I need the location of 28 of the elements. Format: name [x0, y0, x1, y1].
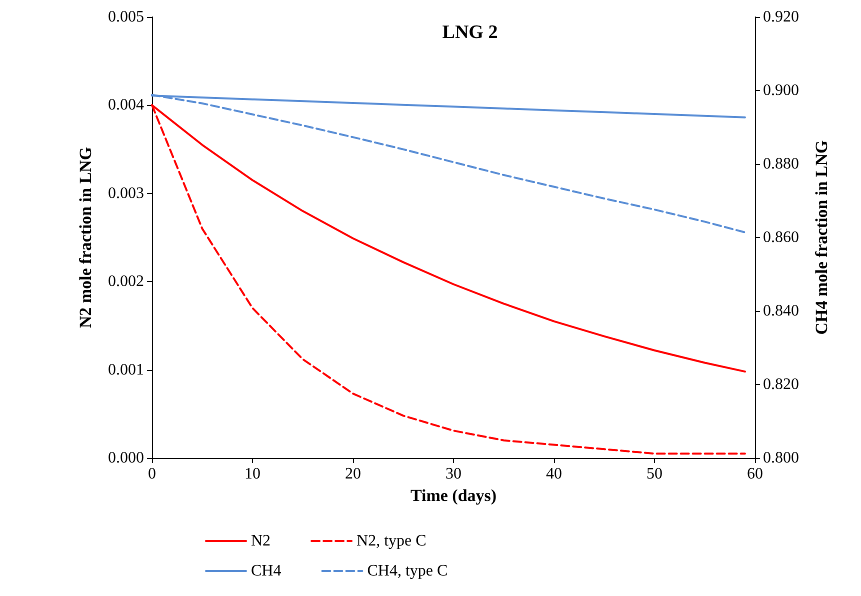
x-tick-label: 40 — [546, 466, 562, 482]
x-axis-title: Time (days) — [410, 486, 497, 505]
x-tick-label: 0 — [148, 466, 156, 482]
y-axis-title: N2 mole fraction in LNG — [76, 146, 95, 328]
legend-label: CH4, type C — [367, 562, 448, 580]
y2-tick-label: 0.900 — [763, 82, 799, 99]
y-tick-label: 0.004 — [108, 96, 144, 114]
chart-title: LNG 2 — [442, 22, 498, 43]
y-tick-label: 0.000 — [108, 450, 144, 466]
legend-label: CH4 — [251, 562, 282, 580]
y2-tick-label: 0.840 — [763, 302, 799, 320]
x-tick-label: 10 — [244, 466, 260, 482]
y2-tick-label: 0.860 — [763, 229, 799, 246]
y-tick-label: 0.001 — [108, 361, 144, 378]
y-tick-label: 0.005 — [108, 8, 144, 26]
y2-axis-title: CH4 mole fraction in LNG — [812, 140, 831, 335]
y-tick-label: 0.002 — [108, 273, 144, 290]
legend-label: N2, type C — [356, 532, 426, 550]
legend-label: N2 — [251, 532, 271, 550]
y-tick-label: 0.003 — [108, 184, 144, 202]
y2-tick-label: 0.920 — [763, 8, 799, 26]
y2-tick-label: 0.820 — [763, 376, 799, 393]
x-tick-label: 60 — [747, 466, 763, 482]
x-tick-label: 20 — [345, 466, 361, 482]
x-tick-label: 50 — [646, 466, 662, 482]
y2-tick-label: 0.800 — [763, 450, 799, 466]
y2-tick-label: 0.880 — [763, 156, 799, 172]
x-tick-label: 30 — [446, 466, 462, 482]
